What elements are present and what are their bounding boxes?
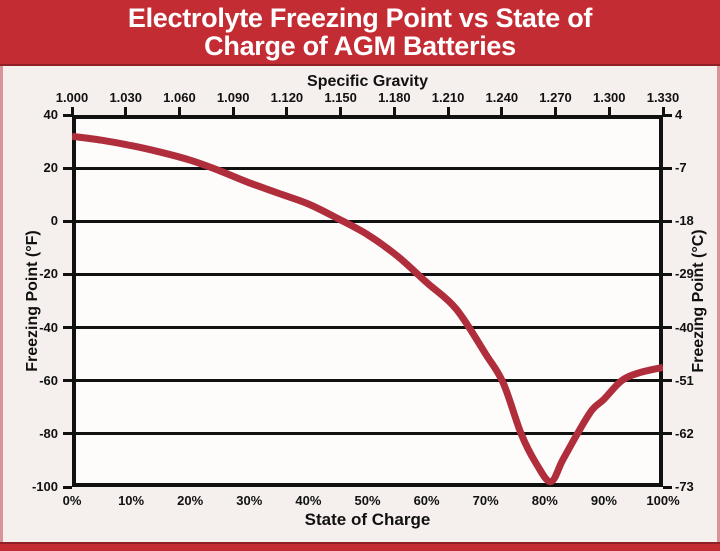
top-tick bbox=[177, 107, 181, 115]
top-tick bbox=[392, 107, 396, 115]
y-left-tick-label: -40 bbox=[39, 319, 58, 335]
top-tick bbox=[231, 107, 235, 115]
y-left-tick-label: -100 bbox=[31, 479, 58, 494]
x-top-tick-label: 1.270 bbox=[539, 90, 572, 105]
title-banner: Electrolyte Freezing Point vs State of C… bbox=[0, 0, 720, 66]
left-tick bbox=[63, 113, 72, 117]
x-top-tick-label: 1.210 bbox=[431, 90, 465, 105]
x-bottom-tick-label: 80% bbox=[531, 493, 558, 508]
left-tick bbox=[63, 485, 72, 489]
x-top-tick-label: 1.060 bbox=[163, 90, 196, 105]
top-tick bbox=[500, 107, 504, 115]
x-bottom-tick-label: 60% bbox=[413, 493, 440, 508]
x-bottom-tick-label: 100% bbox=[646, 493, 680, 508]
y-left-tick-label: 20 bbox=[43, 160, 58, 176]
top-tick bbox=[339, 107, 343, 115]
gridline--60 bbox=[76, 379, 659, 383]
left-edge-border bbox=[0, 66, 3, 551]
left-tick bbox=[63, 326, 72, 330]
chart-title-line2: Charge of AGM Batteries bbox=[204, 31, 516, 61]
y-right-tick-label: -62 bbox=[675, 425, 694, 441]
right-tick bbox=[663, 432, 672, 436]
x-bottom-tick-label: 40% bbox=[295, 493, 322, 508]
top-tick bbox=[446, 107, 450, 115]
y-left-tick-label: -80 bbox=[39, 425, 58, 441]
left-tick bbox=[63, 379, 72, 383]
bottom-axis-title: State of Charge bbox=[304, 510, 431, 529]
left-tick bbox=[63, 272, 72, 276]
right-edge-border bbox=[717, 66, 720, 551]
x-bottom-tick-label: 10% bbox=[118, 493, 145, 508]
right-axis-label: Freezing Point (°C) bbox=[690, 229, 707, 373]
y-left-tick-label: -20 bbox=[39, 266, 58, 282]
gridline--80 bbox=[76, 432, 659, 436]
freezing-point-curve bbox=[72, 132, 663, 486]
y-right-tick-label: -51 bbox=[675, 372, 694, 388]
top-tick bbox=[124, 107, 128, 115]
left-tick bbox=[63, 219, 72, 223]
x-bottom-tick-label: 20% bbox=[177, 493, 204, 508]
right-tick bbox=[663, 272, 672, 276]
right-tick bbox=[663, 485, 672, 489]
x-bottom-tick-label: 50% bbox=[354, 493, 381, 508]
y-right-tick-label: -73 bbox=[675, 479, 694, 494]
x-top-tick-label: 1.330 bbox=[646, 90, 680, 105]
right-tick bbox=[663, 113, 672, 117]
y-right-tick-label: -18 bbox=[675, 213, 694, 229]
x-top-tick-label: 1.180 bbox=[378, 90, 411, 105]
y-left-tick-label: 0 bbox=[50, 213, 58, 229]
x-top-tick-label: 1.150 bbox=[324, 90, 357, 105]
y-right-tick-label: 4 bbox=[675, 107, 683, 122]
gridline--40 bbox=[76, 326, 659, 330]
y-left-tick-label: 40 bbox=[43, 107, 58, 122]
left-axis-label: Freezing Point (°F) bbox=[24, 230, 41, 372]
y-right-tick-label: -40 bbox=[675, 319, 694, 335]
top-tick bbox=[285, 107, 289, 115]
left-tick bbox=[63, 432, 72, 436]
right-tick bbox=[663, 166, 672, 170]
right-tick bbox=[663, 326, 672, 330]
x-top-tick-label: 1.090 bbox=[216, 90, 250, 105]
left-tick bbox=[63, 166, 72, 170]
y-right-tick-label: -29 bbox=[675, 266, 694, 282]
plot-area bbox=[72, 115, 663, 487]
x-top-tick-label: 1.120 bbox=[270, 90, 304, 105]
x-top-tick-label: 1.000 bbox=[55, 90, 89, 105]
chart-title-line1: Electrolyte Freezing Point vs State of bbox=[127, 3, 593, 33]
x-bottom-tick-label: 70% bbox=[472, 493, 499, 508]
y-right-tick-label: -7 bbox=[675, 160, 687, 176]
top-tick bbox=[607, 107, 611, 115]
top-tick bbox=[70, 107, 74, 115]
x-top-tick-label: 1.240 bbox=[485, 90, 519, 105]
gridline-0 bbox=[76, 219, 659, 223]
x-top-tick-label: 1.030 bbox=[109, 90, 142, 105]
gridline-20 bbox=[76, 166, 659, 170]
right-tick bbox=[663, 379, 672, 383]
x-bottom-tick-label: 90% bbox=[590, 493, 617, 508]
top-tick bbox=[554, 107, 558, 115]
top-tick bbox=[661, 107, 665, 115]
x-bottom-tick-label: 0% bbox=[62, 493, 82, 508]
y-left-tick-label: -60 bbox=[39, 372, 58, 388]
right-tick bbox=[663, 219, 672, 223]
x-bottom-tick-label: 30% bbox=[236, 493, 263, 508]
x-top-tick-label: 1.300 bbox=[592, 90, 626, 105]
gridline--20 bbox=[76, 272, 659, 276]
curve-path bbox=[72, 132, 663, 486]
top-axis-title: Specific Gravity bbox=[307, 73, 428, 90]
bottom-red-strip bbox=[0, 542, 720, 551]
